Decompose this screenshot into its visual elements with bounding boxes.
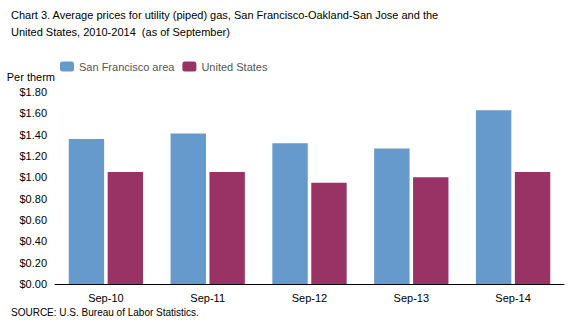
svg-text:$0.80: $0.80: [19, 193, 47, 205]
svg-text:United States, 2010-2014 (as: United States, 2010-2014 (as of Septembe…: [11, 26, 230, 38]
svg-text:$0.00: $0.00: [19, 278, 47, 290]
svg-text:Sep-14: Sep-14: [495, 292, 530, 304]
svg-text:$0.60: $0.60: [19, 214, 47, 226]
svg-text:$1.00: $1.00: [19, 171, 47, 183]
svg-text:Sep-10: Sep-10: [88, 292, 123, 304]
svg-text:$1.80: $1.80: [19, 86, 47, 98]
svg-text:Sep-12: Sep-12: [292, 292, 327, 304]
svg-text:$1.20: $1.20: [19, 150, 47, 162]
svg-text:$0.40: $0.40: [19, 235, 47, 247]
svg-text:San Francisco area: San Francisco area: [79, 61, 175, 73]
svg-text:$0.20: $0.20: [19, 257, 47, 269]
svg-text:Chart 3. Average prices for ut: Chart 3. Average prices for utility (pip…: [11, 9, 438, 21]
svg-text:Sep-13: Sep-13: [394, 292, 429, 304]
svg-text:$1.60: $1.60: [19, 107, 47, 119]
svg-text:SOURCE: U.S. Bureau of Labor S: SOURCE: U.S. Bureau of Labor Statistics.: [11, 307, 199, 318]
svg-text:United States: United States: [201, 61, 268, 73]
svg-text:Per therm: Per therm: [7, 71, 55, 83]
svg-text:Sep-11: Sep-11: [190, 292, 225, 304]
svg-text:$1.40: $1.40: [19, 129, 47, 141]
